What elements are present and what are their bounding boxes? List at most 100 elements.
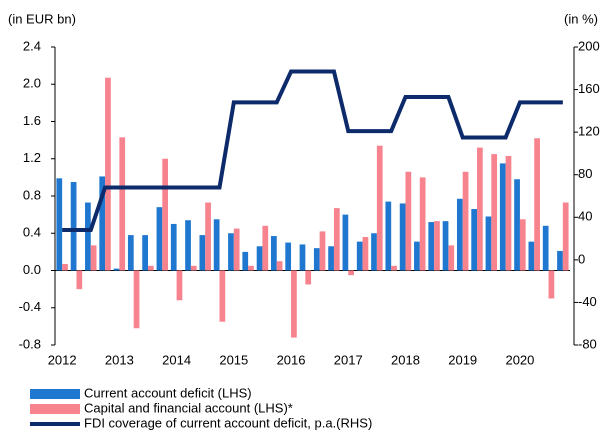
y-tick-label: -0.8 xyxy=(19,336,41,351)
bar xyxy=(305,270,312,285)
y-tick-label: 1.2 xyxy=(23,150,41,165)
bar xyxy=(428,222,435,271)
y-tick-label: 2.4 xyxy=(23,38,41,53)
bar xyxy=(76,270,83,290)
y-tick-label: 0.8 xyxy=(23,187,41,202)
bar xyxy=(505,155,512,271)
x-tick-label: 2017 xyxy=(334,352,363,367)
bar xyxy=(156,207,163,271)
bar xyxy=(414,241,420,271)
bar xyxy=(199,235,206,271)
x-tick-label: 2016 xyxy=(277,352,306,367)
bar xyxy=(90,245,97,271)
y2-tick-label: 0 xyxy=(578,251,585,266)
bar xyxy=(448,245,455,271)
bar xyxy=(228,233,234,271)
bar xyxy=(477,147,483,271)
bar xyxy=(362,236,369,271)
bar xyxy=(299,244,306,271)
bar xyxy=(147,265,154,271)
bar xyxy=(419,177,426,271)
bar xyxy=(113,268,120,271)
bar xyxy=(85,202,91,271)
bar xyxy=(514,179,520,271)
bar xyxy=(456,198,463,271)
bar xyxy=(242,251,249,271)
bar xyxy=(62,263,68,271)
x-tick-label: 2019 xyxy=(448,352,477,367)
bar xyxy=(356,241,363,271)
bar xyxy=(248,265,254,271)
y2-axis-label: (in %) xyxy=(564,11,598,26)
y2-tick-label: 200 xyxy=(578,38,600,53)
bar xyxy=(99,176,106,271)
y2-tick-label: 40 xyxy=(578,209,592,224)
bar xyxy=(557,250,563,271)
bar xyxy=(462,171,469,271)
bar xyxy=(391,265,397,271)
legend-swatch xyxy=(30,404,80,414)
legend-label: Current account deficit (LHS) xyxy=(84,385,252,400)
y2-tick-label: 160 xyxy=(578,81,600,96)
y-tick-label: 0.4 xyxy=(23,225,41,240)
bar xyxy=(342,214,349,271)
bar xyxy=(442,221,449,271)
bar xyxy=(405,171,412,271)
legend-swatch xyxy=(30,389,80,399)
bar xyxy=(491,154,498,271)
bar xyxy=(276,261,283,271)
bar xyxy=(485,216,492,271)
y-tick-label: 1.6 xyxy=(23,113,41,128)
bar xyxy=(348,270,354,276)
legend-label: Capital and financial account (LHS)* xyxy=(84,400,293,415)
bar xyxy=(56,178,63,271)
bar xyxy=(142,235,148,271)
bar xyxy=(119,137,126,271)
bar xyxy=(105,77,111,271)
x-tick-label: 2012 xyxy=(48,352,77,367)
legend-label: FDI coverage of current account deficit,… xyxy=(84,415,372,430)
bar xyxy=(542,225,549,271)
bar xyxy=(399,203,406,271)
bar xyxy=(548,270,555,299)
bar xyxy=(162,158,169,271)
y-tick-label: 2.0 xyxy=(23,76,41,91)
bar xyxy=(205,202,211,271)
bar xyxy=(262,225,269,271)
bar xyxy=(333,208,340,271)
bar xyxy=(291,270,297,338)
y-axis-label: (in EUR bn) xyxy=(8,11,76,26)
bar xyxy=(376,145,383,271)
y-tick-label: 0.0 xyxy=(23,262,41,277)
y-tick-label: -0.4 xyxy=(19,299,41,314)
bar xyxy=(219,270,226,322)
bar xyxy=(562,202,569,271)
y2-tick-label: 80 xyxy=(578,166,592,181)
bar xyxy=(528,241,535,271)
bar xyxy=(256,246,263,271)
bar xyxy=(213,219,220,271)
bar xyxy=(519,219,526,271)
bar xyxy=(190,265,197,271)
bar xyxy=(534,138,540,271)
bar xyxy=(319,231,326,271)
x-tick-label: 2013 xyxy=(105,352,134,367)
y2-tick-label: -80 xyxy=(578,336,597,351)
bar xyxy=(285,242,292,271)
bar xyxy=(385,201,392,271)
y2-tick-label: -40 xyxy=(578,294,597,309)
x-tick-label: 2015 xyxy=(219,352,248,367)
bar xyxy=(313,248,320,271)
x-tick-label: 2014 xyxy=(162,352,191,367)
line xyxy=(62,69,563,233)
bar xyxy=(328,246,334,271)
bar xyxy=(133,270,140,329)
bar xyxy=(170,223,177,271)
x-tick-label: 2018 xyxy=(391,352,420,367)
bar xyxy=(471,209,478,271)
y2-tick-label: 120 xyxy=(578,124,600,139)
bar xyxy=(70,182,77,271)
bar xyxy=(233,228,240,271)
bar xyxy=(176,270,183,301)
